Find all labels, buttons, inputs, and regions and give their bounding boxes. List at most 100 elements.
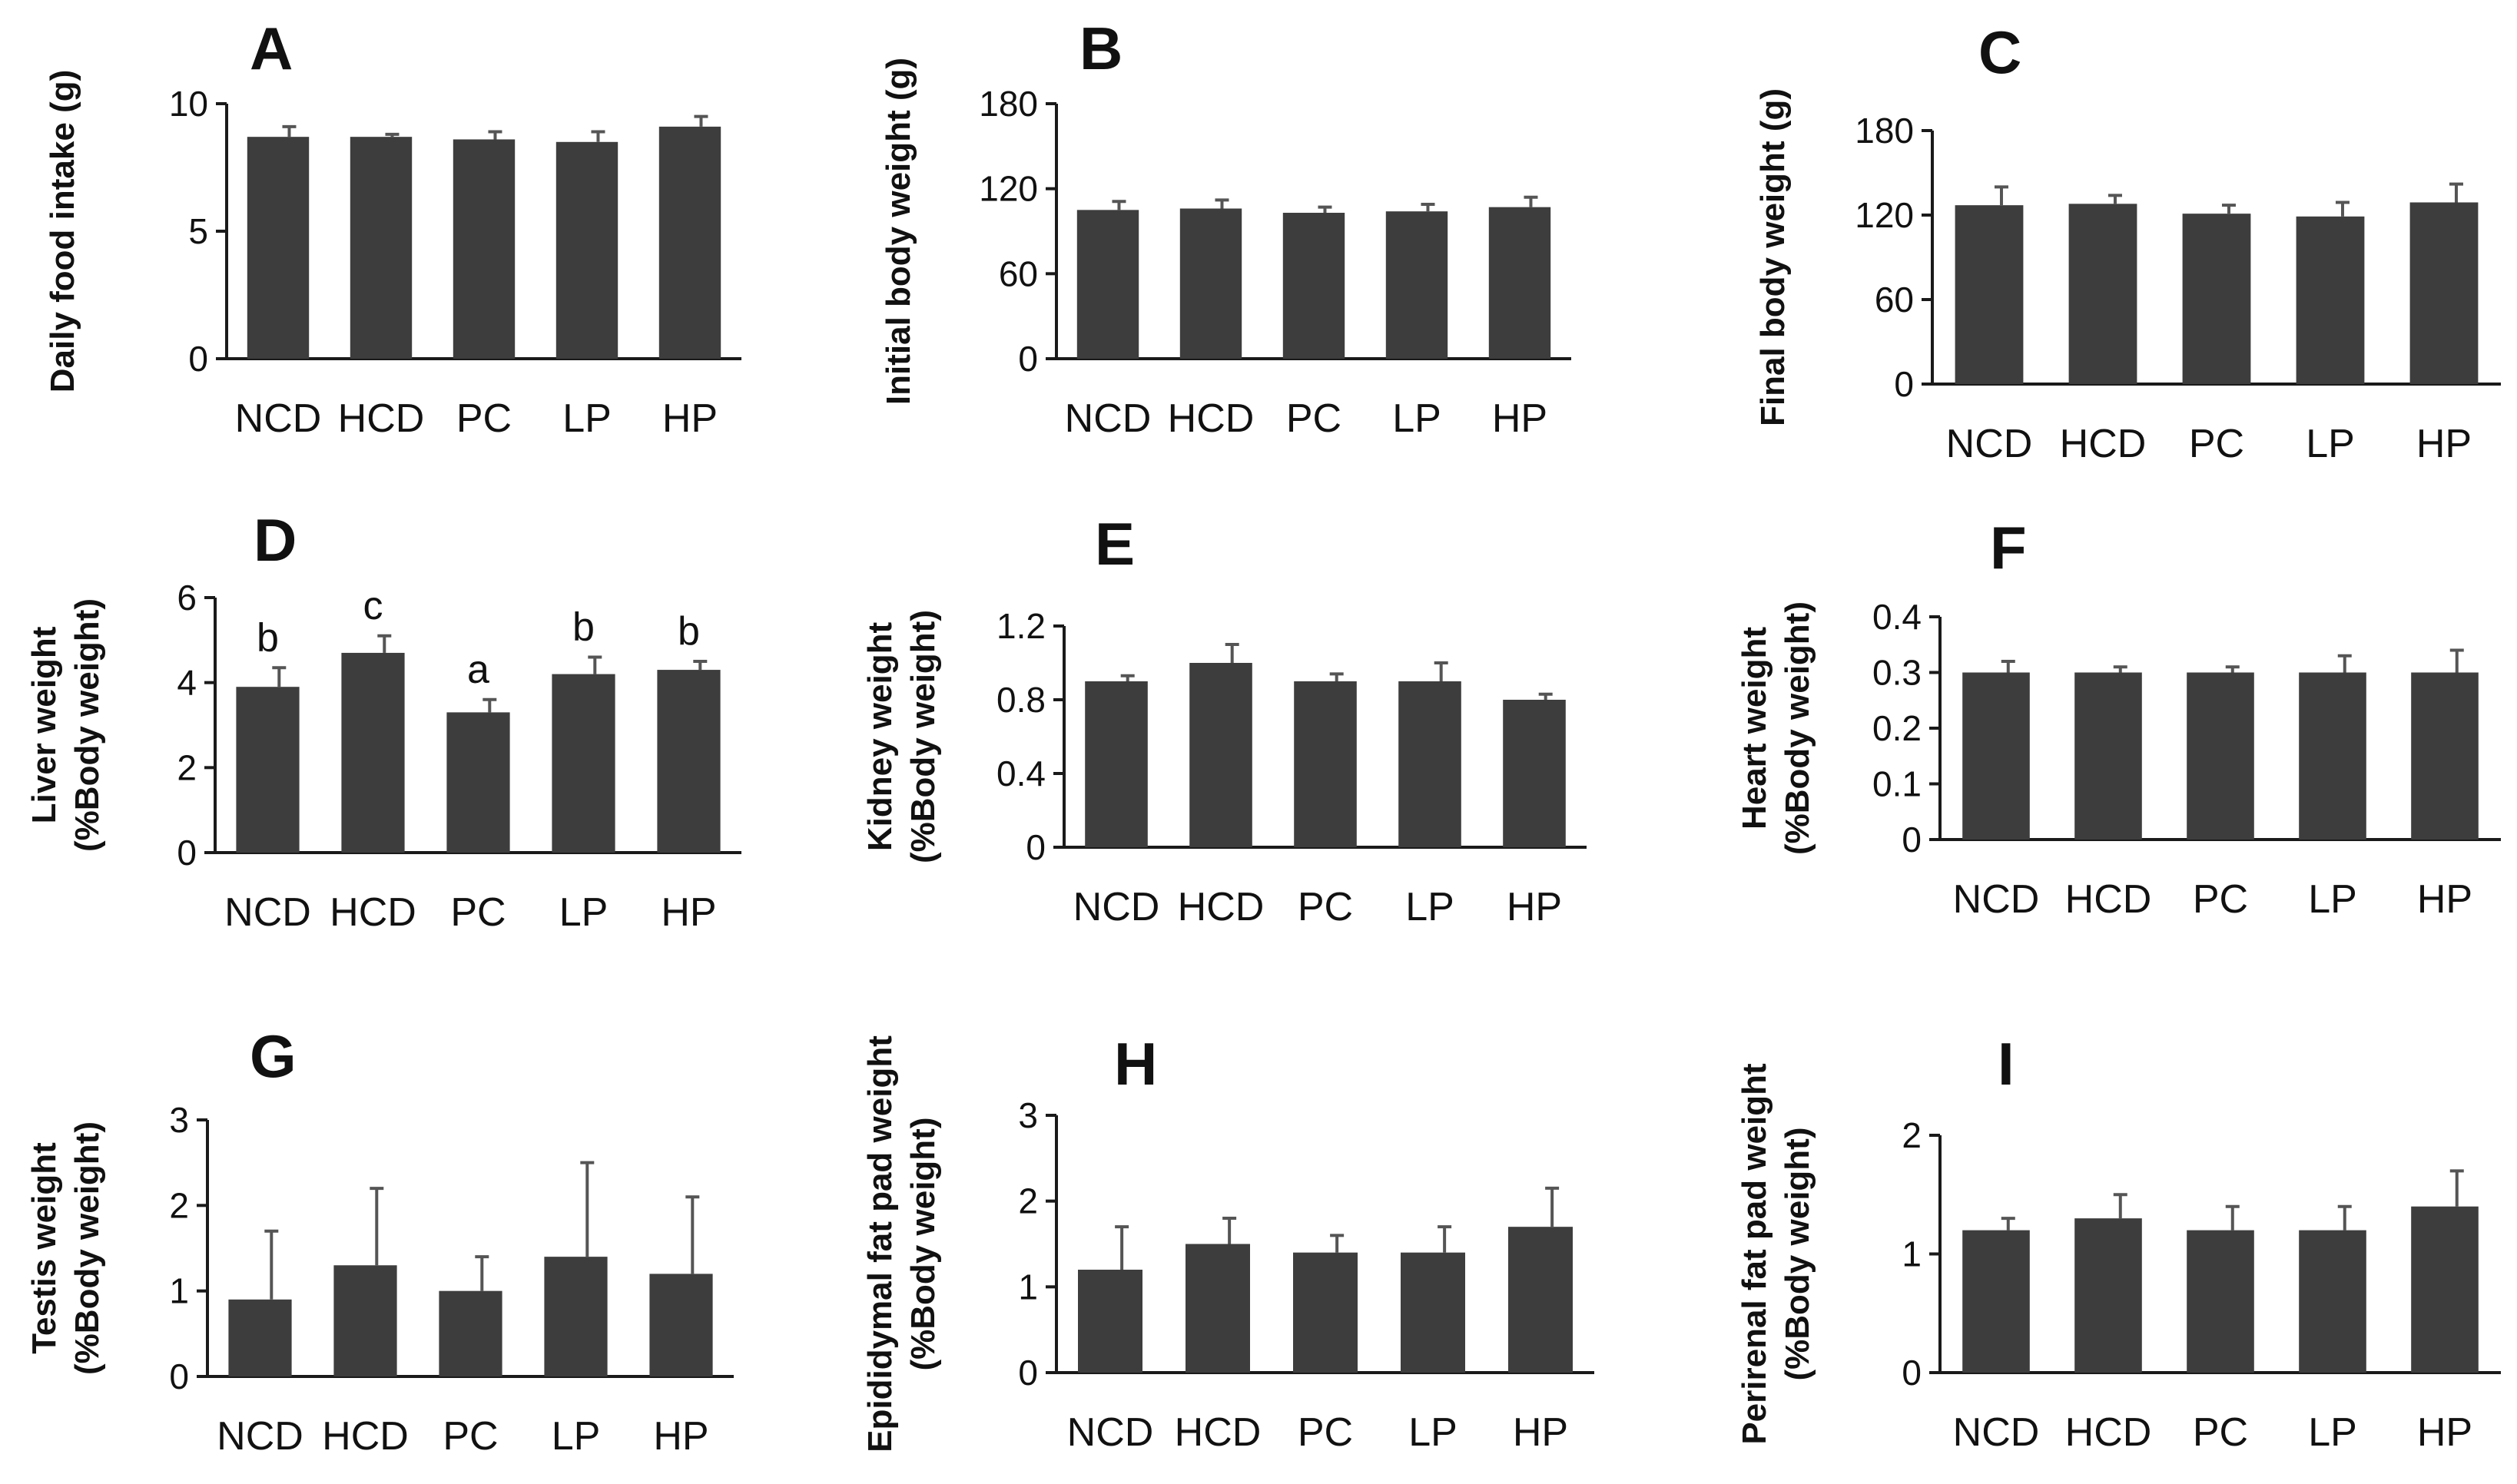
category-label-c: NCD (1946, 422, 2033, 466)
y-axis-label-line-e: (%Body weight) (904, 610, 942, 863)
bar-i-pc (2187, 1230, 2254, 1373)
bar-g-pc (439, 1290, 502, 1376)
bar-a-lp (555, 141, 618, 359)
y-tick-label-e: 0.8 (997, 680, 1046, 720)
y-tick-label-f: 0 (1902, 820, 1922, 860)
category-label-h: HP (1513, 1410, 1568, 1455)
bar-d-hcd (341, 652, 405, 853)
y-axis-label-line-h: Epididymal fat pad weight (861, 1035, 899, 1453)
panel-letter-g: G (250, 1022, 297, 1090)
bar-i-hp (2411, 1206, 2479, 1373)
category-label-e: PC (1298, 885, 1353, 929)
y-axis-label-line-c: Final body weight (g) (1754, 88, 1792, 426)
y-axis-label-c: Final body weight (g) (1754, 88, 1792, 426)
significance-letter-d: c (363, 584, 383, 628)
y-axis-label-line-d: (%Body weight) (68, 598, 106, 852)
y-tick-label-b: 180 (979, 84, 1038, 124)
chart-panel-d: D 0 2 4 6 NCD b HCD c PC a LP b HP b Liver weight (%Body… (25, 506, 741, 935)
bar-f-lp (2299, 672, 2366, 840)
category-label-i: HCD (2065, 1410, 2152, 1455)
category-label-h: NCD (1067, 1410, 1154, 1455)
category-label-g: NCD (217, 1414, 303, 1459)
significance-letter-d: b (572, 605, 595, 649)
y-axis-label-f: Heart weight (%Body weight) (1736, 601, 1816, 855)
y-tick-label-h: 1 (1018, 1267, 1038, 1307)
category-label-h: LP (1408, 1410, 1457, 1455)
category-label-f: NCD (1953, 877, 2040, 922)
panel-letter-c: C (1978, 18, 2021, 86)
category-label-f: HP (2417, 877, 2472, 922)
y-axis-label-line-e: Kidney weight (861, 622, 899, 852)
y-axis-label-line-d: Liver weight (25, 626, 63, 823)
y-axis-label-line-a: Daily food intake (g) (44, 70, 81, 393)
category-label-d: PC (450, 890, 506, 935)
y-tick-label-a: 0 (188, 339, 208, 379)
bar-a-ncd (247, 137, 310, 359)
y-tick-label-b: 120 (979, 169, 1038, 209)
y-tick-label-i: 1 (1902, 1234, 1922, 1274)
bar-b-lp (1385, 211, 1448, 359)
chart-panel-g: G 0 1 2 3 NCD HCD PC LP HP Testis weight (%Body wei… (25, 1022, 734, 1459)
bar-i-lp (2299, 1230, 2366, 1373)
category-label-d: NCD (224, 890, 311, 935)
y-axis-label-line-h: (%Body weight) (904, 1118, 942, 1371)
panel-letter-i: I (1998, 1030, 2015, 1098)
bar-c-pc (2182, 214, 2251, 384)
category-label-i: PC (2193, 1410, 2248, 1455)
category-label-c: LP (2306, 422, 2355, 466)
bar-i-hcd (2074, 1218, 2142, 1373)
category-label-e: HCD (1178, 885, 1265, 929)
y-axis-label-line-i: (%Body weight) (1779, 1128, 1816, 1381)
y-tick-label-f: 0.1 (1872, 764, 1922, 804)
bar-b-pc (1282, 213, 1345, 359)
category-label-e: HP (1507, 885, 1562, 929)
category-label-a: LP (562, 396, 612, 441)
category-label-d: HP (661, 890, 716, 935)
bar-e-ncd (1085, 681, 1148, 847)
category-label-h: PC (1298, 1410, 1353, 1455)
significance-letter-d: b (678, 609, 700, 654)
y-tick-label-d: 6 (177, 578, 197, 618)
panel-letter-d: D (254, 506, 297, 574)
y-tick-label-g: 2 (169, 1185, 189, 1225)
bar-e-lp (1398, 681, 1461, 847)
category-label-a: PC (456, 396, 512, 441)
category-label-b: HP (1492, 396, 1547, 441)
category-label-f: PC (2193, 877, 2248, 922)
chart-panel-f: F 0 0.1 0.2 0.3 0.4 NCD HCD PC LP HP Heart weight (%… (1736, 514, 2501, 922)
chart-panel-e: E 0 0.4 0.8 1.2 NCD HCD PC LP HP Kidney weight (%Bo… (861, 510, 1587, 929)
bar-h-hp (1508, 1227, 1573, 1373)
y-tick-label-i: 0 (1902, 1353, 1922, 1393)
bar-f-ncd (1962, 672, 2030, 840)
bar-d-ncd (236, 687, 300, 853)
y-axis-label-i: Perirenal fat pad weight (%Body weight) (1736, 1063, 1816, 1445)
bar-a-pc (453, 139, 516, 359)
category-label-a: HCD (338, 396, 425, 441)
category-label-b: LP (1392, 396, 1441, 441)
y-axis-label-e: Kidney weight (%Body weight) (861, 610, 942, 863)
bar-b-hcd (1179, 208, 1242, 359)
bar-h-lp (1401, 1252, 1465, 1373)
y-axis-label-line-f: Heart weight (1736, 627, 1773, 830)
category-label-c: HCD (2060, 422, 2147, 466)
category-label-g: HP (653, 1414, 708, 1459)
y-tick-label-c: 0 (1894, 364, 1914, 404)
bar-b-hp (1488, 207, 1551, 359)
y-axis-label-line-g: Testis weight (25, 1142, 63, 1354)
y-tick-label-g: 1 (169, 1271, 189, 1311)
y-tick-label-d: 2 (177, 747, 197, 787)
y-tick-label-h: 0 (1018, 1353, 1038, 1393)
bar-d-hp (657, 670, 721, 853)
category-label-e: NCD (1073, 885, 1160, 929)
category-label-c: PC (2189, 422, 2244, 466)
significance-letter-d: a (467, 648, 489, 692)
category-label-i: LP (2308, 1410, 2357, 1455)
y-axis-label-line-i: Perirenal fat pad weight (1736, 1063, 1773, 1445)
category-label-f: HCD (2065, 877, 2152, 922)
y-tick-label-f: 0.2 (1872, 708, 1922, 748)
y-axis-label-line-b: Initial body weight (g) (880, 58, 917, 405)
y-tick-label-a: 5 (188, 211, 208, 251)
y-tick-label-c: 120 (1855, 195, 1914, 235)
category-label-g: PC (443, 1414, 498, 1459)
